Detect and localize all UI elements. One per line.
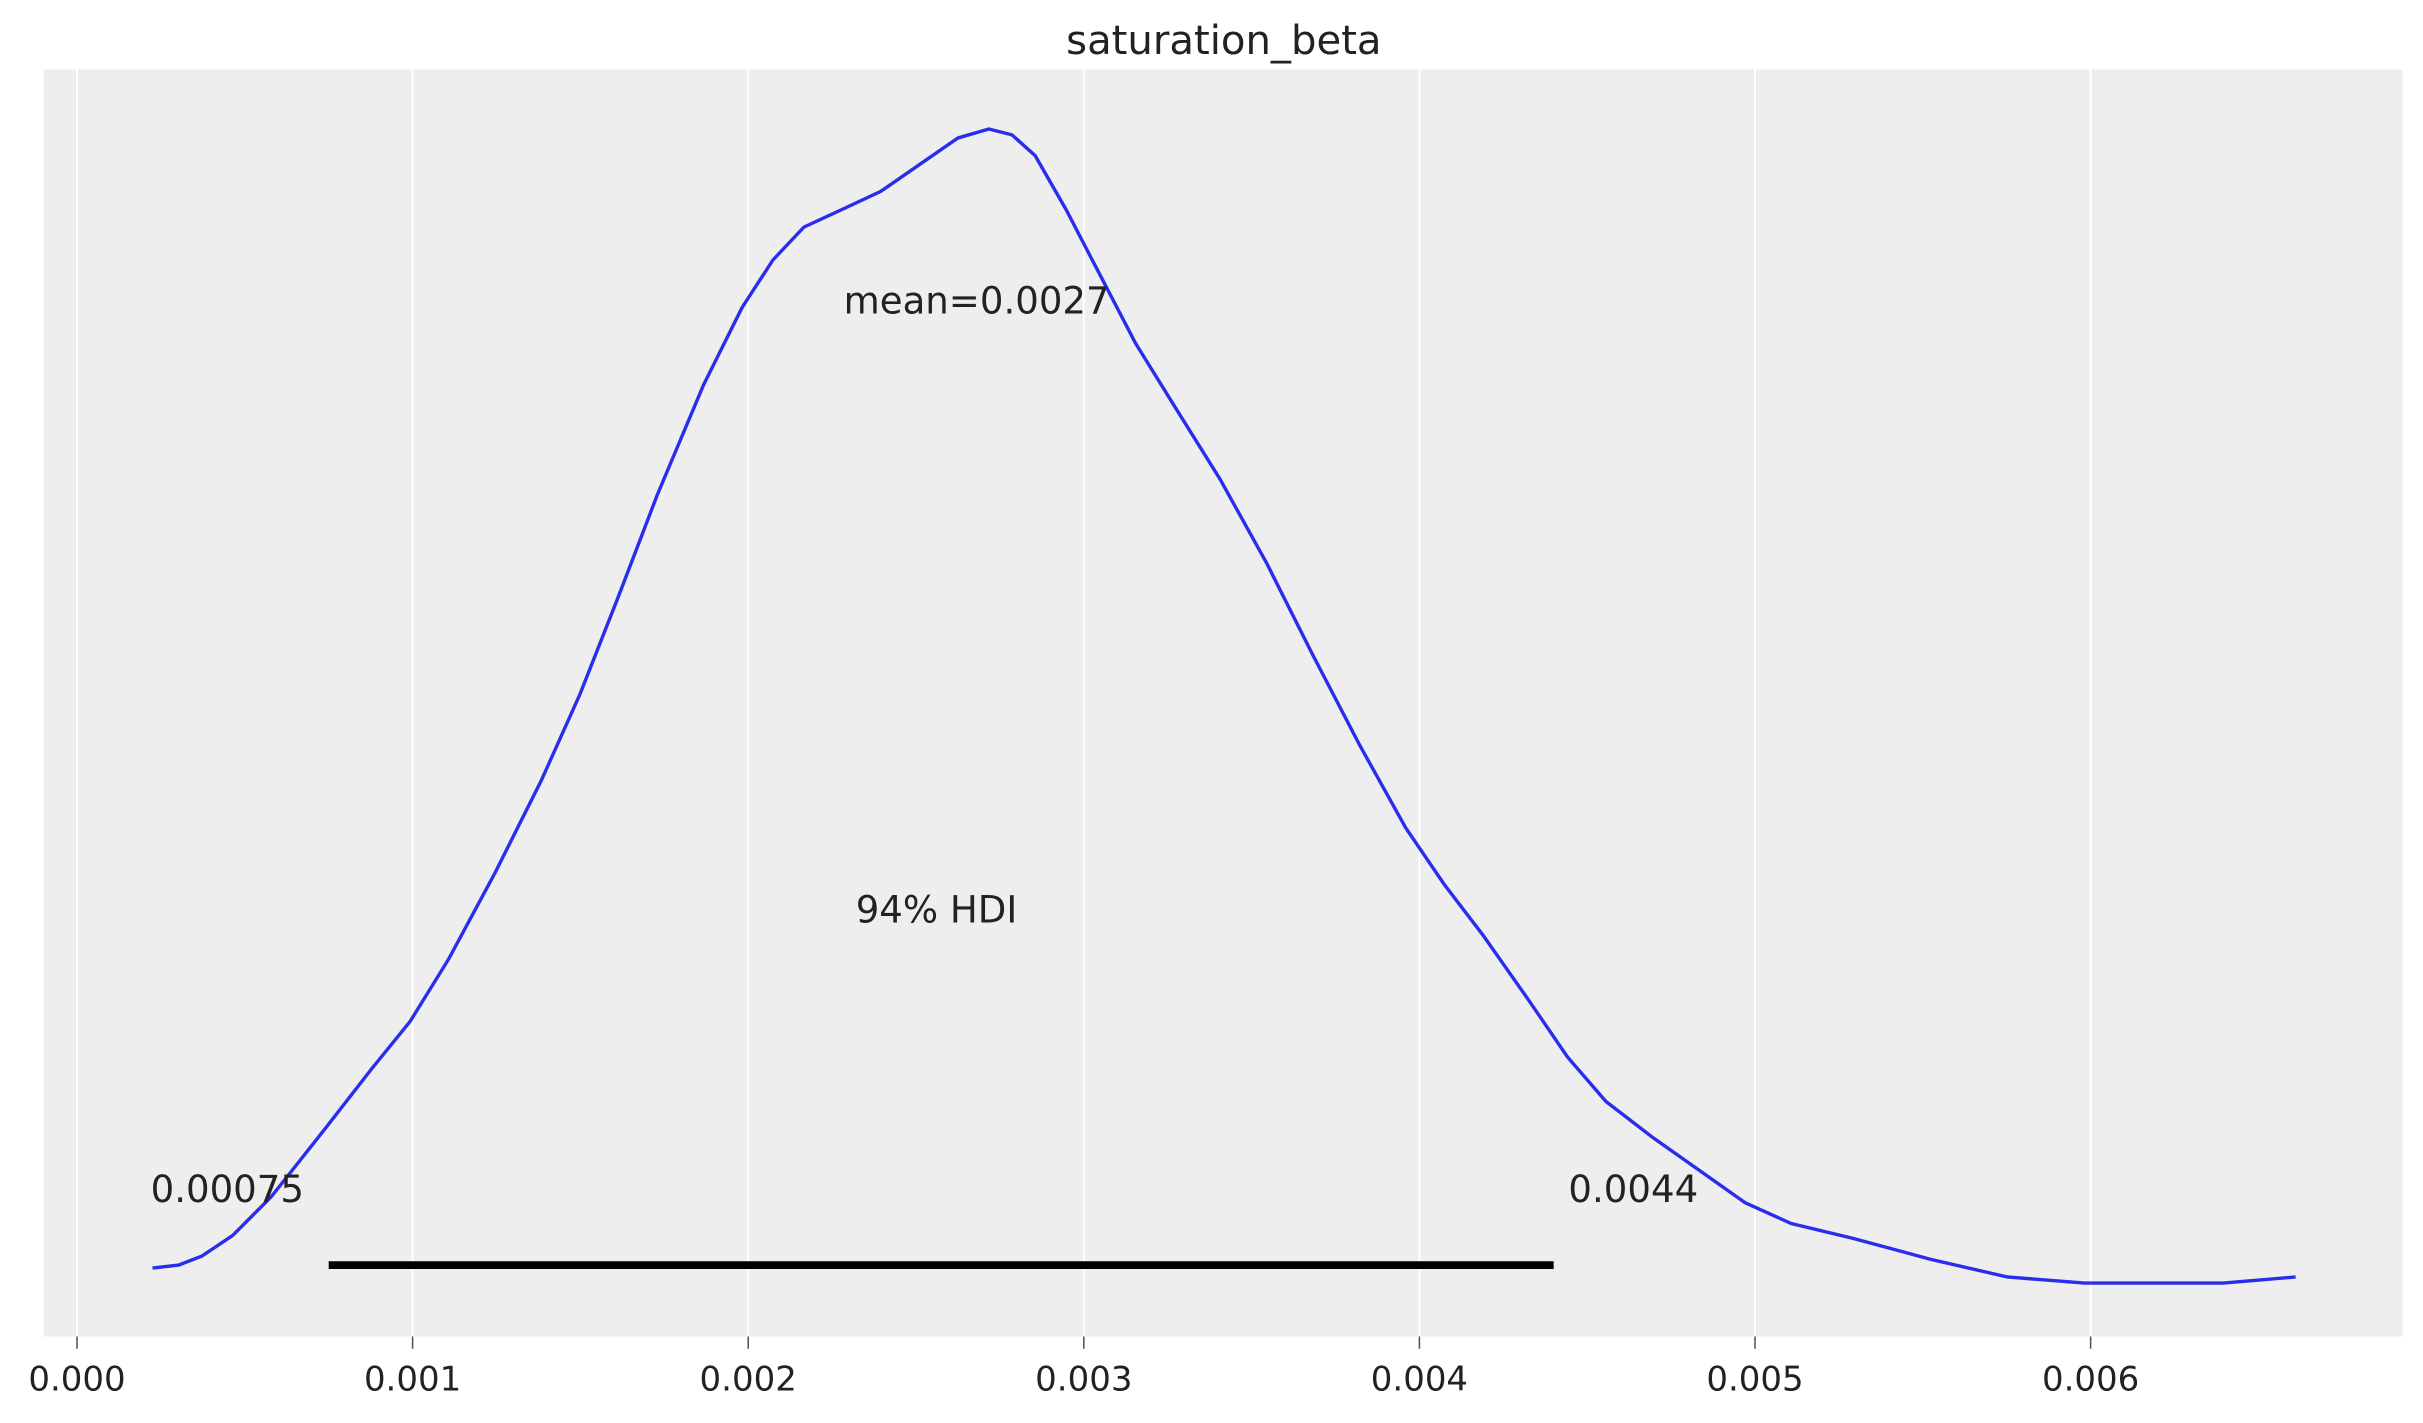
x-tick-label: 0.005 [1706, 1360, 1803, 1400]
kde-curve [152, 127, 2296, 1285]
x-tick-label: 0.002 [700, 1360, 797, 1400]
hdi-label: 94% HDI [856, 888, 1018, 931]
hdi-high-label: 0.0044 [1568, 1168, 1698, 1211]
plot-area [43, 69, 2403, 1337]
mean-label: mean=0.0027 [844, 280, 1110, 323]
x-tick-label: 0.004 [1371, 1360, 1468, 1400]
x-tick-label: 0.001 [364, 1360, 461, 1400]
x-tick-label: 0.000 [28, 1360, 125, 1400]
x-tick-label: 0.006 [2042, 1360, 2139, 1400]
x-tick-label: 0.003 [1035, 1360, 1132, 1400]
hdi-low-label: 0.00075 [151, 1168, 304, 1211]
chart-title: saturation_beta [1066, 18, 1381, 64]
